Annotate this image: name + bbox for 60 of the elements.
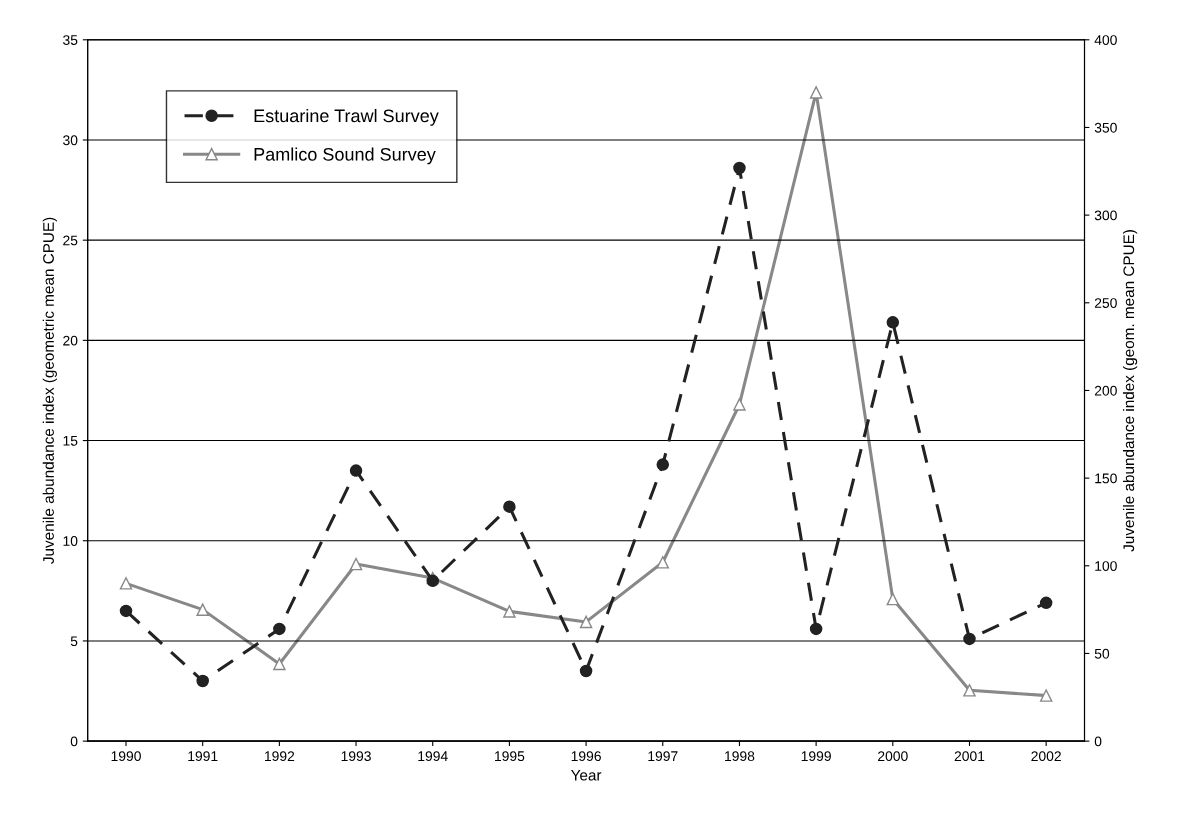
y-tick-label: 25 [63,235,78,246]
point [963,632,976,646]
y-tick-label: 35 [63,35,78,45]
point [579,664,593,678]
point [809,622,823,636]
x-tick-label: 1998 [725,751,755,762]
x-tick-label: 1995 [495,751,525,762]
y2-axis-title: Juvenile abundance index (geom. mean CPUE) [1122,230,1138,552]
point [119,604,133,618]
point [733,398,746,411]
x-tick-label: 1999 [801,751,831,762]
x-tick-label: 2000 [878,751,908,762]
y2-tick-label: 200 [1094,385,1117,396]
point [273,622,286,636]
point [886,592,900,606]
point [1039,596,1053,610]
point [349,464,363,477]
y2-tick-label: 100 [1095,561,1117,571]
y2-tick-label: 0 [1094,736,1102,747]
point [579,615,593,629]
point [426,574,439,588]
point [503,500,516,513]
x-tick-label: 2001 [954,751,985,762]
x-tick-label: 1996 [571,751,601,762]
point [196,674,209,688]
y-tick-label: 30 [63,135,78,146]
point [196,603,209,616]
y2-tick-label: 300 [1094,210,1117,221]
x-tick-label: 2002 [1031,751,1061,762]
x-tick-label: 1991 [188,751,218,762]
point [503,605,516,618]
legend-label: Estuarine Trawl Survey [254,108,439,126]
point [886,316,900,329]
y2-tick-label: 400 [1094,35,1117,45]
point [273,657,286,671]
y2-tick-label: 150 [1095,473,1117,484]
y-axis-title: Juvenile abundance index (geometric mean CPUE) [42,217,57,564]
point [809,86,823,99]
point [733,161,746,175]
y-tick-label: 10 [63,536,78,546]
y-tick-label: 20 [63,335,78,346]
point [349,557,363,571]
y-tick-label: 15 [63,436,78,446]
x-tick-label: 1992 [264,751,295,762]
x-tick-label: 1994 [418,751,448,762]
y-tick-label: 5 [70,636,78,647]
x-tick-label: 1990 [111,751,141,762]
point [656,556,670,569]
x-tick-label: 1993 [341,751,371,762]
point [656,458,670,471]
x-axis-title: Year [570,769,602,781]
point [963,684,976,697]
x-tick-label: 1997 [648,751,678,762]
y2-tick-label: 50 [1094,648,1110,659]
y-tick-label: 0 [70,736,78,747]
point [119,577,133,590]
legend-label: Pamlico Sound Survey [254,147,436,165]
point [1039,689,1053,702]
y2-tick-label: 250 [1094,298,1117,308]
y2-tick-label: 350 [1094,122,1117,133]
